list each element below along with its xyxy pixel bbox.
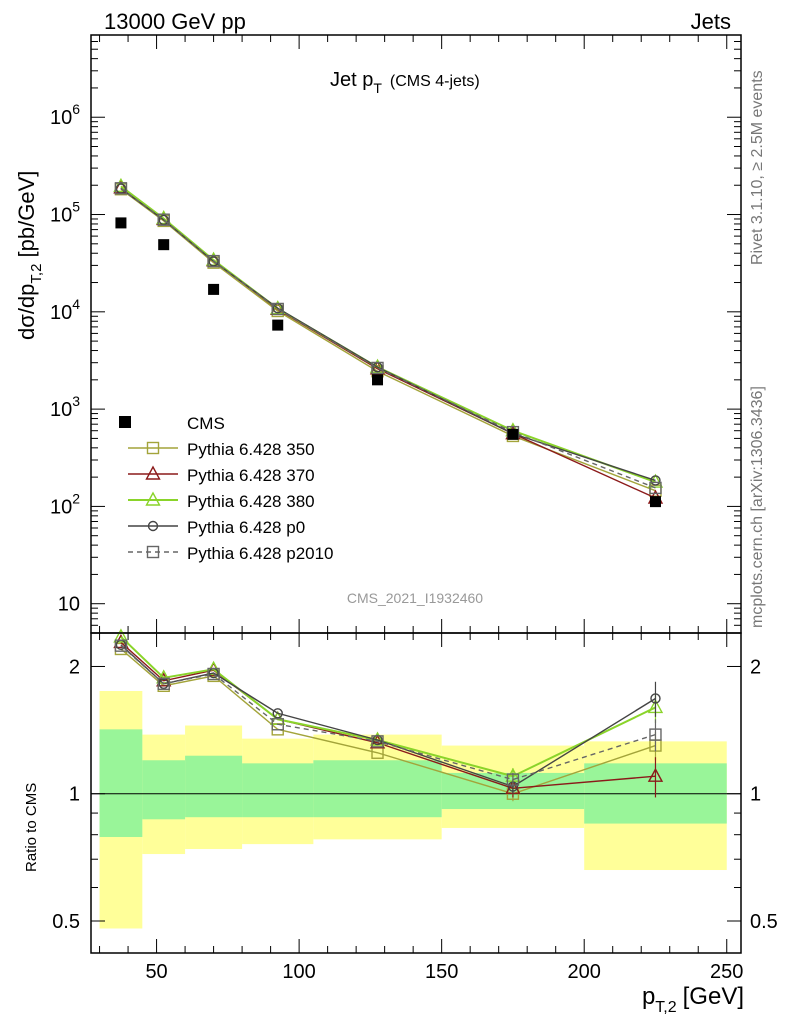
ratio-series-3-marker-1 <box>158 678 169 689</box>
ratio-series-4-marker-1 <box>157 677 170 690</box>
ratio-series-1-marker-6 <box>647 767 664 782</box>
ratio-plot-frame <box>90 632 742 954</box>
main-series-4-marker-1 <box>157 213 170 226</box>
main-series-4-marker-2 <box>207 254 220 268</box>
x-axis-label: pT,2 [GeV] <box>642 983 744 1016</box>
main-series-line-2 <box>120 185 656 483</box>
ratio-series-lines <box>113 628 664 802</box>
band-inner-2 <box>185 755 243 818</box>
ratio-ytick-label-1: 1 <box>69 784 80 806</box>
main-data-points <box>115 217 661 508</box>
main-series-3-marker-1 <box>158 214 169 226</box>
x-axis-label-main: p <box>642 983 655 1010</box>
ratio-series-4-marker-5 <box>506 773 520 786</box>
ratio-series-4-marker-6 <box>649 728 662 741</box>
main-ytick-label-4: 105 <box>50 199 80 227</box>
main-axis-ticks: 10 102 103 104 105 106 <box>50 34 741 634</box>
plot-title-extra: (CMS 4-jets) <box>390 73 480 90</box>
x-axis-label-sub: T,2 <box>655 999 676 1016</box>
ratio-series-4-marker-3 <box>271 718 284 731</box>
legend-marker-4 <box>146 545 160 559</box>
plot-title: Jet pT (CMS 4-jets) <box>330 69 480 96</box>
legend-label-cms: CMS <box>187 414 225 433</box>
ratio-ytick-label-right-1: 1 <box>750 784 761 806</box>
legend-marker-0 <box>146 441 160 455</box>
legend-label-1: Pythia 6.428 370 <box>187 466 315 485</box>
header-right-label: Jets <box>691 9 731 34</box>
main-ytick-label-1: 102 <box>50 490 80 518</box>
main-ytick-label-5: 106 <box>50 101 80 129</box>
x-tick-label-0: 50 <box>145 961 167 983</box>
main-ytick-label-0: 10 <box>58 594 80 616</box>
x-tick-label-3: 200 <box>568 961 601 983</box>
main-panel: 10 102 103 104 105 106 Jet pT (CMS 4-jets) dσ/… <box>14 34 742 634</box>
ratio-ytick-label-0: 0.5 <box>52 911 80 933</box>
cms-data-point-0 <box>115 217 127 229</box>
main-series-2-marker-6 <box>647 473 664 488</box>
main-ytick-label-3: 104 <box>50 296 80 324</box>
x-tick-label-4: 250 <box>710 961 743 983</box>
legend-marker-1 <box>145 465 161 480</box>
x-tick-label-2: 150 <box>425 961 458 983</box>
plot-title-main: Jet p <box>330 69 373 91</box>
ratio-y-axis-label: Ratio to CMS <box>23 783 40 872</box>
main-series-4-marker-3 <box>271 302 284 316</box>
ratio-series-4-marker-4 <box>371 735 384 748</box>
ratio-series-line-4 <box>120 645 656 781</box>
ratio-series-2-marker-1 <box>156 669 172 684</box>
ratio-series-2-marker-0 <box>113 628 129 643</box>
ratio-uncertainty-bands <box>99 690 727 929</box>
main-y-axis-label: dσ/dpT,2 [pb/GeV] <box>14 171 45 340</box>
plot-title-sub: T <box>373 80 382 96</box>
main-series-3-marker-6 <box>650 475 661 486</box>
main-series-4-marker-0 <box>114 182 128 195</box>
main-series-4-marker-4 <box>371 361 384 375</box>
main-series-line-3 <box>120 187 656 482</box>
analysis-label: CMS_2021_I1932460 <box>347 590 483 606</box>
main-series-3-marker-2 <box>208 256 219 267</box>
band-inner-3 <box>242 763 314 818</box>
ratio-axis-ticks: 50 100 150 200 250 0.5 0.5 1 1 2 2 <box>52 633 778 983</box>
legend: CMS Pythia 6.428 350 Pythia 6.428 370 Pythi… <box>119 414 334 563</box>
legend-marker-cms <box>119 416 131 428</box>
main-series-3-marker-0 <box>115 183 127 194</box>
legend-label-2: Pythia 6.428 380 <box>187 492 315 511</box>
ratio-panel: 50 100 150 200 250 0.5 0.5 1 1 2 2 Ratio to CMS pT… <box>23 628 778 1016</box>
cms-data-point-6 <box>649 496 661 508</box>
band-inner-0 <box>99 729 143 838</box>
ratio-series-3-marker-3 <box>272 708 283 719</box>
cms-data-point-5 <box>507 428 519 440</box>
cms-data-point-2 <box>208 283 220 295</box>
legend-label-3: Pythia 6.428 p0 <box>187 518 305 537</box>
ratio-ytick-label-right-2: 2 <box>750 656 761 678</box>
legend-marker-3 <box>147 520 159 532</box>
ratio-series-4-marker-0 <box>114 639 128 652</box>
band-inner-1 <box>142 760 186 820</box>
legend-marker-2 <box>145 491 161 506</box>
ratio-series-3-marker-6 <box>650 693 661 704</box>
x-tick-label-1: 100 <box>282 961 315 983</box>
main-series-4-marker-6 <box>649 481 662 495</box>
ratio-series-4-marker-2 <box>207 667 220 681</box>
cms-data-point-4 <box>372 374 384 386</box>
header-left-label: 13000 GeV pp <box>104 9 246 34</box>
cms-data-point-1 <box>158 239 170 251</box>
mcplots-label: mcplots.cern.ch [arXiv:1306.3436] <box>749 386 766 628</box>
cms-data-point-3 <box>272 319 284 331</box>
main-ytick-label-2: 103 <box>50 393 80 421</box>
band-inner-4 <box>313 760 442 818</box>
ratio-ytick-label-2: 2 <box>69 656 80 678</box>
rivet-label: Rivet 3.1.10, ≥ 2.5M events <box>749 70 766 265</box>
ratio-ytick-label-right-0: 0.5 <box>750 911 778 933</box>
legend-label-0: Pythia 6.428 350 <box>187 440 315 459</box>
legend-label-4: Pythia 6.428 p2010 <box>187 544 334 563</box>
x-axis-label-unit: [GeV] <box>683 983 744 1010</box>
main-series-2-marker-3 <box>270 300 286 315</box>
